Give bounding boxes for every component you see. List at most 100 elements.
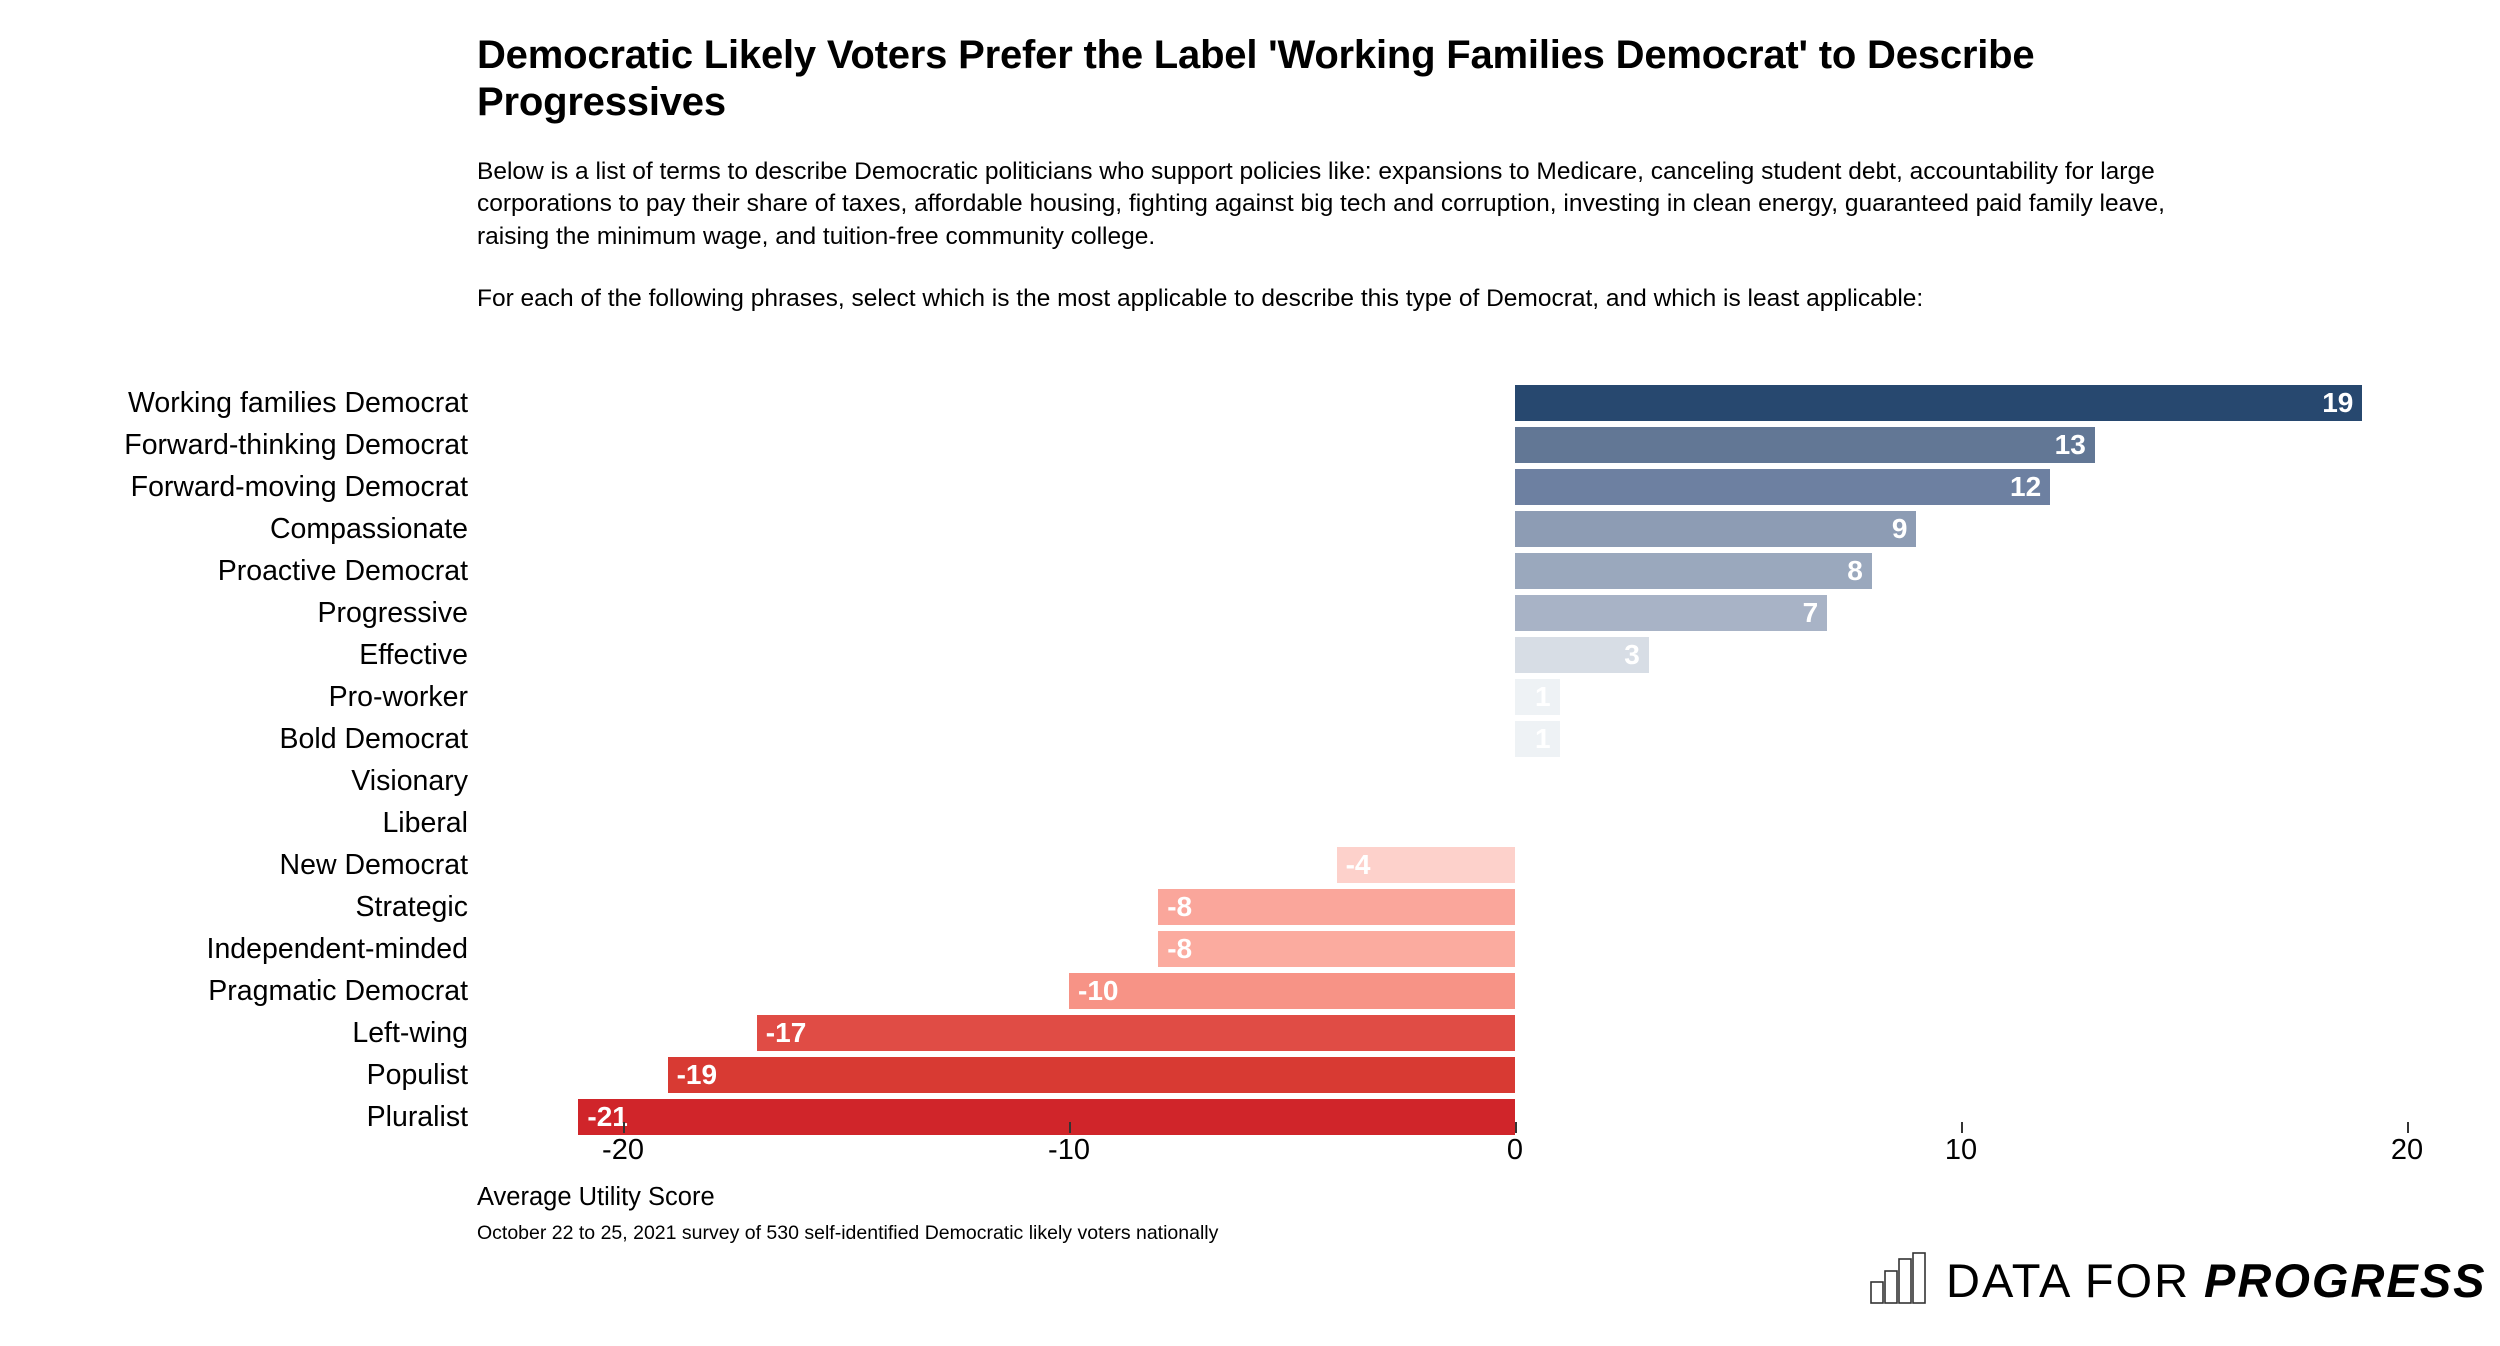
chart-bar-row: Independent-minded -8 bbox=[0, 928, 2500, 970]
bar-track: 1 bbox=[0, 718, 2500, 760]
bar-track: -17 bbox=[0, 1012, 2500, 1054]
bar-track: 8 bbox=[0, 550, 2500, 592]
chart-bar[interactable] bbox=[1158, 889, 1515, 925]
chart-bar-row: Forward-moving Democrat 12 bbox=[0, 466, 2500, 508]
bar-track: -8 bbox=[0, 928, 2500, 970]
x-axis: -20 -10 0 10 20 bbox=[0, 1122, 2500, 1182]
bar-category-label: Populist bbox=[366, 1059, 468, 1091]
logo-text-bold: PROGRESS bbox=[2204, 1254, 2487, 1307]
bar-value-label: -4 bbox=[1345, 849, 1371, 880]
x-axis-tick-label: -20 bbox=[602, 1134, 644, 1166]
bar-value-label: 19 bbox=[2322, 387, 2354, 418]
chart-bar[interactable] bbox=[1069, 973, 1515, 1009]
x-axis-tick bbox=[1961, 1122, 1963, 1133]
bar-category-label: Forward-thinking Democrat bbox=[124, 429, 468, 461]
bar-track: 19 bbox=[0, 382, 2500, 424]
bar-value-label: 7 bbox=[1802, 597, 1819, 628]
chart-bar[interactable] bbox=[1515, 427, 2095, 463]
bar-category-label: Strategic bbox=[355, 891, 468, 923]
x-axis-tick bbox=[623, 1122, 625, 1133]
chart-bar-row: Pragmatic Democrat -10 bbox=[0, 970, 2500, 1012]
bar-track: 13 bbox=[0, 424, 2500, 466]
bar-category-label: Compassionate bbox=[269, 513, 468, 545]
bar-value-label: 3 bbox=[1624, 639, 1640, 670]
chart-bar-row: Effective 3 bbox=[0, 634, 2500, 676]
bar-category-label: Progressive bbox=[317, 597, 468, 629]
bar-value-label: 8 bbox=[1847, 555, 1863, 586]
chart-bar-row: Progressive 7 bbox=[0, 592, 2500, 634]
chart-bar[interactable] bbox=[1515, 385, 2363, 421]
bar-value-label: -8 bbox=[1167, 891, 1193, 922]
bar-value-label: -19 bbox=[676, 1059, 718, 1090]
bar-value-label: 13 bbox=[2054, 429, 2086, 460]
bar-track: -8 bbox=[0, 886, 2500, 928]
chart-bar[interactable] bbox=[667, 1057, 1515, 1093]
bar-category-label: Forward-moving Democrat bbox=[130, 471, 468, 503]
chart-bar-row: Populist -19 bbox=[0, 1054, 2500, 1096]
bar-category-label: New Democrat bbox=[279, 849, 468, 881]
chart-bar-row: Working families Democrat 19 bbox=[0, 382, 2500, 424]
x-axis-tick bbox=[2407, 1122, 2409, 1133]
chart-bar[interactable] bbox=[578, 1099, 1515, 1135]
chart-bar[interactable] bbox=[1515, 637, 1649, 673]
x-axis-tick bbox=[1069, 1122, 1071, 1133]
bar-track: -21 bbox=[0, 1096, 2500, 1138]
chart-bar[interactable] bbox=[1515, 553, 1872, 589]
x-axis-tick-label: -10 bbox=[1048, 1134, 1090, 1166]
bar-category-label: Proactive Democrat bbox=[217, 555, 468, 587]
source-note: October 22 to 25, 2021 survey of 530 sel… bbox=[477, 1222, 1219, 1244]
chart-bar-row: Bold Democrat 1 bbox=[0, 718, 2500, 760]
chart-bar-row: Compassionate 9 bbox=[0, 508, 2500, 550]
x-axis-title: Average Utility Score bbox=[477, 1183, 715, 1211]
bar-category-label: Pragmatic Democrat bbox=[208, 975, 468, 1007]
bar-value-label: -8 bbox=[1167, 933, 1193, 964]
chart-bar[interactable] bbox=[1515, 469, 2051, 505]
chart-bar-row: Forward-thinking Democrat 13 bbox=[0, 424, 2500, 466]
chart-bar-row: Strategic -8 bbox=[0, 886, 2500, 928]
chart-bar-row: Liberal bbox=[0, 802, 2500, 844]
bar-category-label: Working families Democrat bbox=[128, 387, 468, 419]
bar-value-label: 1 bbox=[1535, 723, 1551, 754]
bar-track: 9 bbox=[0, 508, 2500, 550]
x-axis-tick-label: 20 bbox=[2390, 1134, 2424, 1166]
bar-value-label: 1 bbox=[1535, 681, 1551, 712]
chart-bar[interactable] bbox=[1158, 931, 1515, 967]
bar-category-label: Pro-worker bbox=[328, 681, 468, 713]
bar-chart-icon bbox=[1870, 1252, 1926, 1304]
bar-category-label: Effective bbox=[359, 639, 468, 671]
bar-value-label: 9 bbox=[1891, 513, 1908, 544]
chart-question: For each of the following phrases, selec… bbox=[477, 285, 1924, 313]
chart-header: Democratic Likely Voters Prefer the Labe… bbox=[477, 32, 2407, 316]
chart-bar-row: New Democrat -4 bbox=[0, 844, 2500, 886]
x-axis-tick bbox=[1515, 1122, 1517, 1133]
bar-track: 1 bbox=[0, 676, 2500, 718]
bar-track: 3 bbox=[0, 634, 2500, 676]
bar-value-label: -21 bbox=[587, 1101, 628, 1132]
bar-track: 12 bbox=[0, 466, 2500, 508]
chart-bar-row: Proactive Democrat 8 bbox=[0, 550, 2500, 592]
chart-bar[interactable] bbox=[1515, 721, 1560, 757]
chart-bar-row: Left-wing -17 bbox=[0, 1012, 2500, 1054]
bar-category-label: Bold Democrat bbox=[279, 723, 469, 755]
bar-category-label: Independent-minded bbox=[206, 933, 468, 965]
bar-value-label: -17 bbox=[765, 1017, 807, 1048]
chart-bar[interactable] bbox=[1515, 595, 1828, 631]
chart-plot-area: Working families Democrat 19 Forward-think… bbox=[0, 382, 2500, 1135]
bar-rows: Working families Democrat 19 Forward-think… bbox=[0, 382, 2500, 1138]
chart-bar[interactable] bbox=[756, 1015, 1515, 1051]
bar-track: -4 bbox=[0, 844, 2500, 886]
logo-text-thin: DATA FOR bbox=[1946, 1254, 2191, 1307]
bar-category-label: Pluralist bbox=[366, 1101, 468, 1133]
chart-bar[interactable] bbox=[1515, 511, 1917, 547]
data-for-progress-logo: DATA FOR PROGRESS bbox=[1870, 1252, 2486, 1304]
bar-category-label: Visionary bbox=[351, 765, 468, 797]
chart-title: Democratic Likely Voters Prefer the Labe… bbox=[477, 33, 2035, 124]
bar-track: -19 bbox=[0, 1054, 2500, 1096]
chart-bar-row: Pro-worker 1 bbox=[0, 676, 2500, 718]
bar-track: -10 bbox=[0, 970, 2500, 1012]
chart-bar[interactable] bbox=[1515, 679, 1560, 715]
chart-bar-row: Visionary bbox=[0, 760, 2500, 802]
chart-bar[interactable] bbox=[1336, 847, 1515, 883]
bar-category-label: Left-wing bbox=[352, 1017, 468, 1049]
bar-track: 7 bbox=[0, 592, 2500, 634]
